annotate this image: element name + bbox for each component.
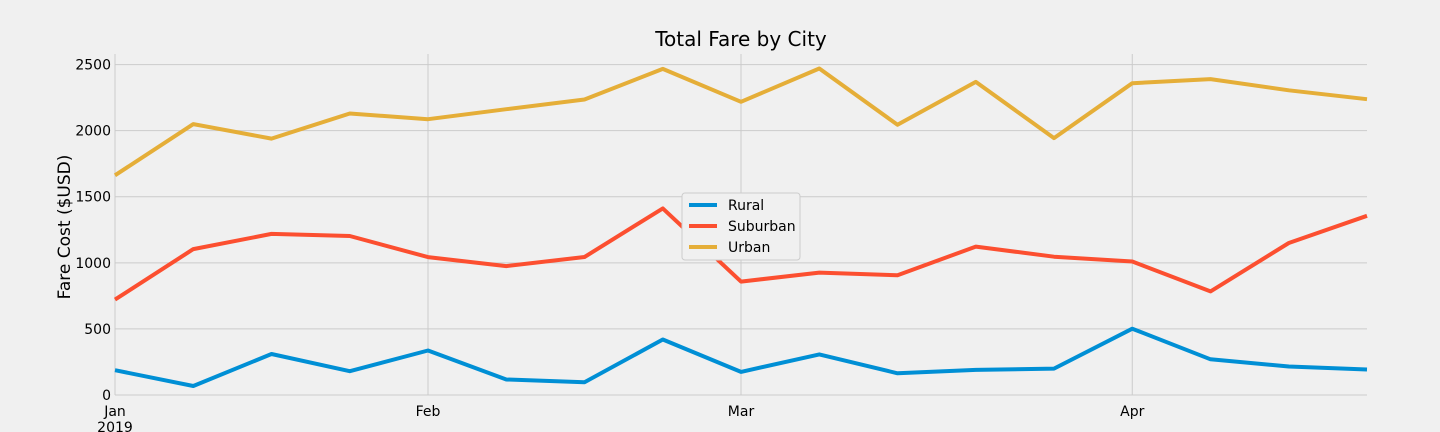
x-tick-label: Mar xyxy=(728,404,755,420)
x-tick-label: Feb xyxy=(416,404,441,420)
y-tick-label: 0 xyxy=(102,388,111,404)
series-layer xyxy=(113,66,1368,388)
legend: Rural Suburban Urban xyxy=(681,192,801,261)
series-line-urban xyxy=(113,66,1368,177)
x-tick-sublabel: 2019 xyxy=(97,420,133,432)
legend-label-suburban: Suburban xyxy=(728,219,796,235)
y-tick-label: 2000 xyxy=(75,124,111,140)
grid-layer xyxy=(114,54,1367,396)
series-line-rural xyxy=(114,326,1368,388)
chart-title: Total Fare by City xyxy=(654,27,827,51)
series-line-suburban xyxy=(113,206,1368,302)
legend-label-rural: Rural xyxy=(728,198,764,214)
x-tick-label: Apr xyxy=(1120,404,1144,420)
x-tick-label: Jan xyxy=(103,404,126,420)
y-tick-label: 2500 xyxy=(75,58,111,74)
y-axis-label: Fare Cost ($USD) xyxy=(55,155,75,300)
legend-box xyxy=(681,192,801,261)
legend-label-urban: Urban xyxy=(728,240,770,256)
y-tick-label: 1500 xyxy=(75,190,111,206)
legend-items: Rural Suburban Urban xyxy=(689,198,796,256)
y-tick-label: 500 xyxy=(84,322,111,338)
y-tick-label: 1000 xyxy=(75,256,111,272)
